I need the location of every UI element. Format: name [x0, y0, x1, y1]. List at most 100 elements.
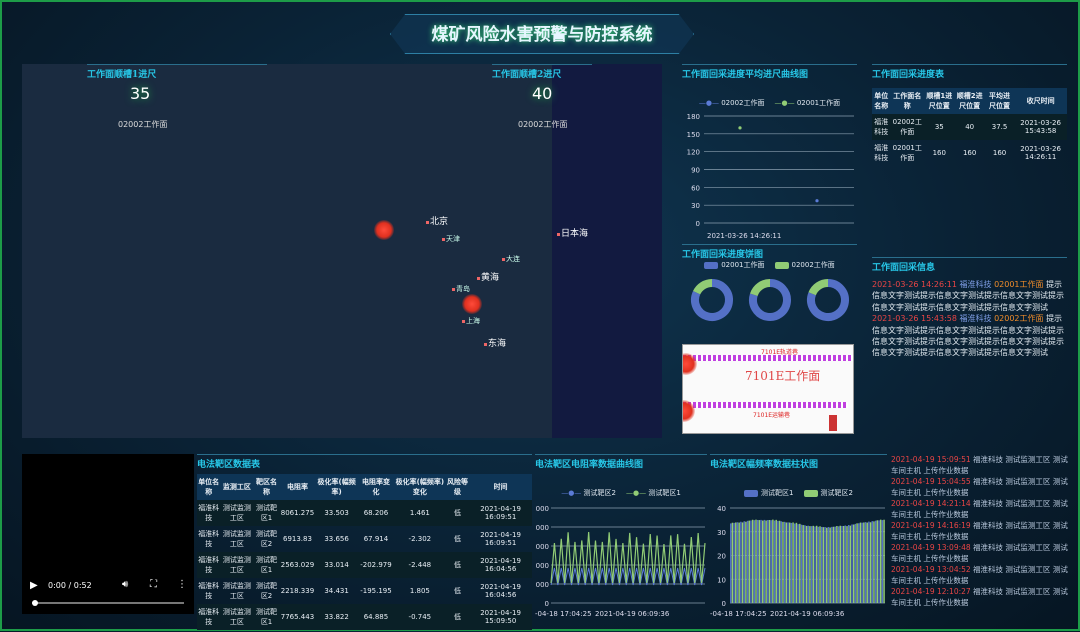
column-header: 工作面名称 [890, 88, 925, 114]
log-time: 2021-04-19 15:09:51 [891, 455, 971, 464]
table-cell: 02002工作面 [890, 114, 925, 140]
table-cell: 福淮科技 [198, 582, 220, 600]
bar [832, 526, 835, 603]
avg-line-chart: 180 150 120 90 60 30 0 2021-03-26 14:26:11 [687, 113, 854, 240]
bar [741, 522, 744, 603]
table-cell: 2218.339 [280, 587, 315, 595]
table-row[interactable]: 福淮科技 测试监测工区 测试靶区1 8061.275 33.503 68.206 1.461… [197, 500, 532, 526]
table-row[interactable]: 福淮科技 测试监测工区 测试靶区1 2563.029 33.014 -202.979 -2.… [197, 552, 532, 578]
bar [756, 519, 759, 603]
legend-item[interactable]: —●— 02001工作面 [774, 99, 841, 107]
donut-slice [693, 279, 713, 295]
fullscreen-icon[interactable]: ⛶ [150, 579, 157, 590]
log-list[interactable]: 2021-04-19 15:09:51 福淮科技 测试监测工区 测试车间主机 上… [891, 454, 1071, 612]
alert-hotspot[interactable] [683, 353, 697, 375]
table-cell: -2.302 [408, 535, 432, 543]
bar [863, 522, 865, 603]
bar [819, 526, 821, 603]
alert-hotspot[interactable] [462, 294, 482, 314]
data-point [815, 199, 819, 203]
video-player[interactable]: ▶ 0:00 / 0:52 🔊︎ ⛶ ⋮ [22, 454, 194, 614]
bar [735, 522, 737, 603]
volume-icon[interactable]: 🔊︎ [122, 579, 129, 590]
y-tick-label: 10 [717, 576, 726, 584]
table-row[interactable]: 福淮科技 02002工作面 35 40 37.5 2021-03-26 15:43:58 [872, 114, 1067, 140]
log-item: 2021-04-19 15:04:55 福淮科技 测试监测工区 测试车间主机 上… [891, 476, 1071, 498]
table-cell: 68.206 [358, 500, 394, 526]
bar [841, 525, 843, 603]
map-label: 大连 [502, 254, 520, 264]
map[interactable]: 工作面顺槽1进尺 工作面顺槽2进尺 35 40 02002工作面 02002工作… [22, 64, 662, 438]
map-label: 北京 [426, 214, 448, 227]
bar [738, 522, 740, 603]
res-chart-panel: 电法靶区电阻率数据曲线图 —●— 测试靶区2 —●— 测试靶区1 ,000,00… [533, 454, 707, 632]
bar [826, 527, 828, 603]
map-label: 日本海 [557, 226, 588, 239]
table-cell: 34.431 [324, 587, 349, 595]
table-row[interactable]: 福淮科技 测试监测工区 测试靶区2 2218.339 34.431 -195.195 1.8… [197, 578, 532, 604]
bar [822, 527, 825, 603]
legend-item[interactable]: 02002工作面 [774, 260, 835, 270]
table-row[interactable]: 福淮科技 02001工作面 160 160 160 2021-03-26 14:26:11 [872, 140, 1067, 166]
bar [878, 520, 880, 603]
video-progress[interactable] [32, 600, 184, 606]
bar [874, 520, 877, 603]
play-icon[interactable]: ▶ [30, 580, 38, 591]
log-text: 福淮科技 测试监测工区 测试车间主机 上传作业数据 [891, 587, 1068, 607]
map-label: 黄海 [477, 270, 499, 283]
legend-item[interactable]: 测试靶区2 [803, 488, 853, 498]
bar [852, 524, 855, 603]
bar [778, 520, 781, 603]
donut-slice [750, 279, 771, 297]
column-header: 收尺时间 [1014, 88, 1067, 114]
bar [866, 522, 868, 603]
alert-hotspot[interactable] [374, 220, 394, 240]
table-row[interactable]: 福淮科技 测试监测工区 测试靶区1 7765.443 33.822 64.885 -0.74… [197, 604, 532, 630]
column-header: 单位名称 [197, 474, 221, 500]
bar [730, 523, 732, 603]
bar [768, 519, 771, 603]
bar [783, 521, 786, 603]
column-header: 顺槽1进尺位置 [924, 88, 955, 114]
bar [745, 521, 747, 603]
table-row[interactable]: 福淮科技 测试监测工区 测试靶区2 6913.83 33.656 67.914 -2.302… [197, 526, 532, 552]
table-cell: 测试靶区2 [256, 582, 278, 600]
legend-item[interactable]: —●— 测试靶区1 [626, 489, 681, 497]
bar [814, 526, 816, 603]
legend-item[interactable]: 02001工作面 [704, 260, 765, 270]
log-time: 2021-04-19 12:10:27 [891, 587, 971, 596]
bar [836, 525, 838, 603]
bar [795, 522, 798, 603]
equipment-icon [829, 415, 837, 431]
table-cell: 2021-04-19 16:09:51 [469, 500, 532, 526]
table-cell: 160 [992, 149, 1007, 157]
table-cell: 低 [445, 500, 470, 526]
x-tick-label: 2021-04-19 06:09:36 [770, 610, 845, 618]
x-tick-label: -04-18 17:04:25 [710, 610, 767, 618]
x-tick-label: -04-18 17:04:25 [535, 610, 592, 618]
y-tick-label: 120 [687, 149, 700, 157]
bar [792, 522, 794, 603]
mine-drawing[interactable]: 7101E轨道巷 7101E工作面 7101E运输巷 [682, 344, 854, 434]
more-icon[interactable]: ⋮ [177, 579, 187, 590]
legend-item[interactable]: —●— 02002工作面 [698, 99, 765, 107]
legend-item[interactable]: —●— 测试靶区2 [561, 489, 616, 497]
table-cell: 福淮科技 [872, 114, 891, 140]
bar [746, 520, 749, 603]
table-cell: 2021-03-26 15:43:58 [1014, 114, 1067, 140]
table-cell: 福淮科技 [197, 500, 221, 526]
progress-table: 单位名称 工作面名称 顺槽1进尺位置 顺槽2进尺位置 平均进尺位置 收尺时间 福淮科技 02… [872, 88, 1067, 166]
table-cell: 02001工作面 [892, 144, 922, 162]
series-line-1 [550, 531, 706, 584]
series-line-2 [550, 567, 706, 586]
legend-item[interactable]: 测试靶区1 [744, 488, 794, 498]
bar [824, 526, 826, 603]
alert-hotspot[interactable] [683, 400, 695, 422]
table-cell: 6913.83 [282, 535, 312, 543]
bar [802, 525, 804, 603]
info-panel: 工作面回采信息 2021-03-26 14:26:11 福淮科技 02001工作… [872, 257, 1067, 359]
avg-chart-title: 工作面回采进度平均进尺曲线图 [682, 64, 857, 80]
info-org: 福淮科技 [959, 280, 992, 289]
slot1-face: 02002工作面 [118, 120, 168, 129]
donut-charts [691, 279, 849, 321]
